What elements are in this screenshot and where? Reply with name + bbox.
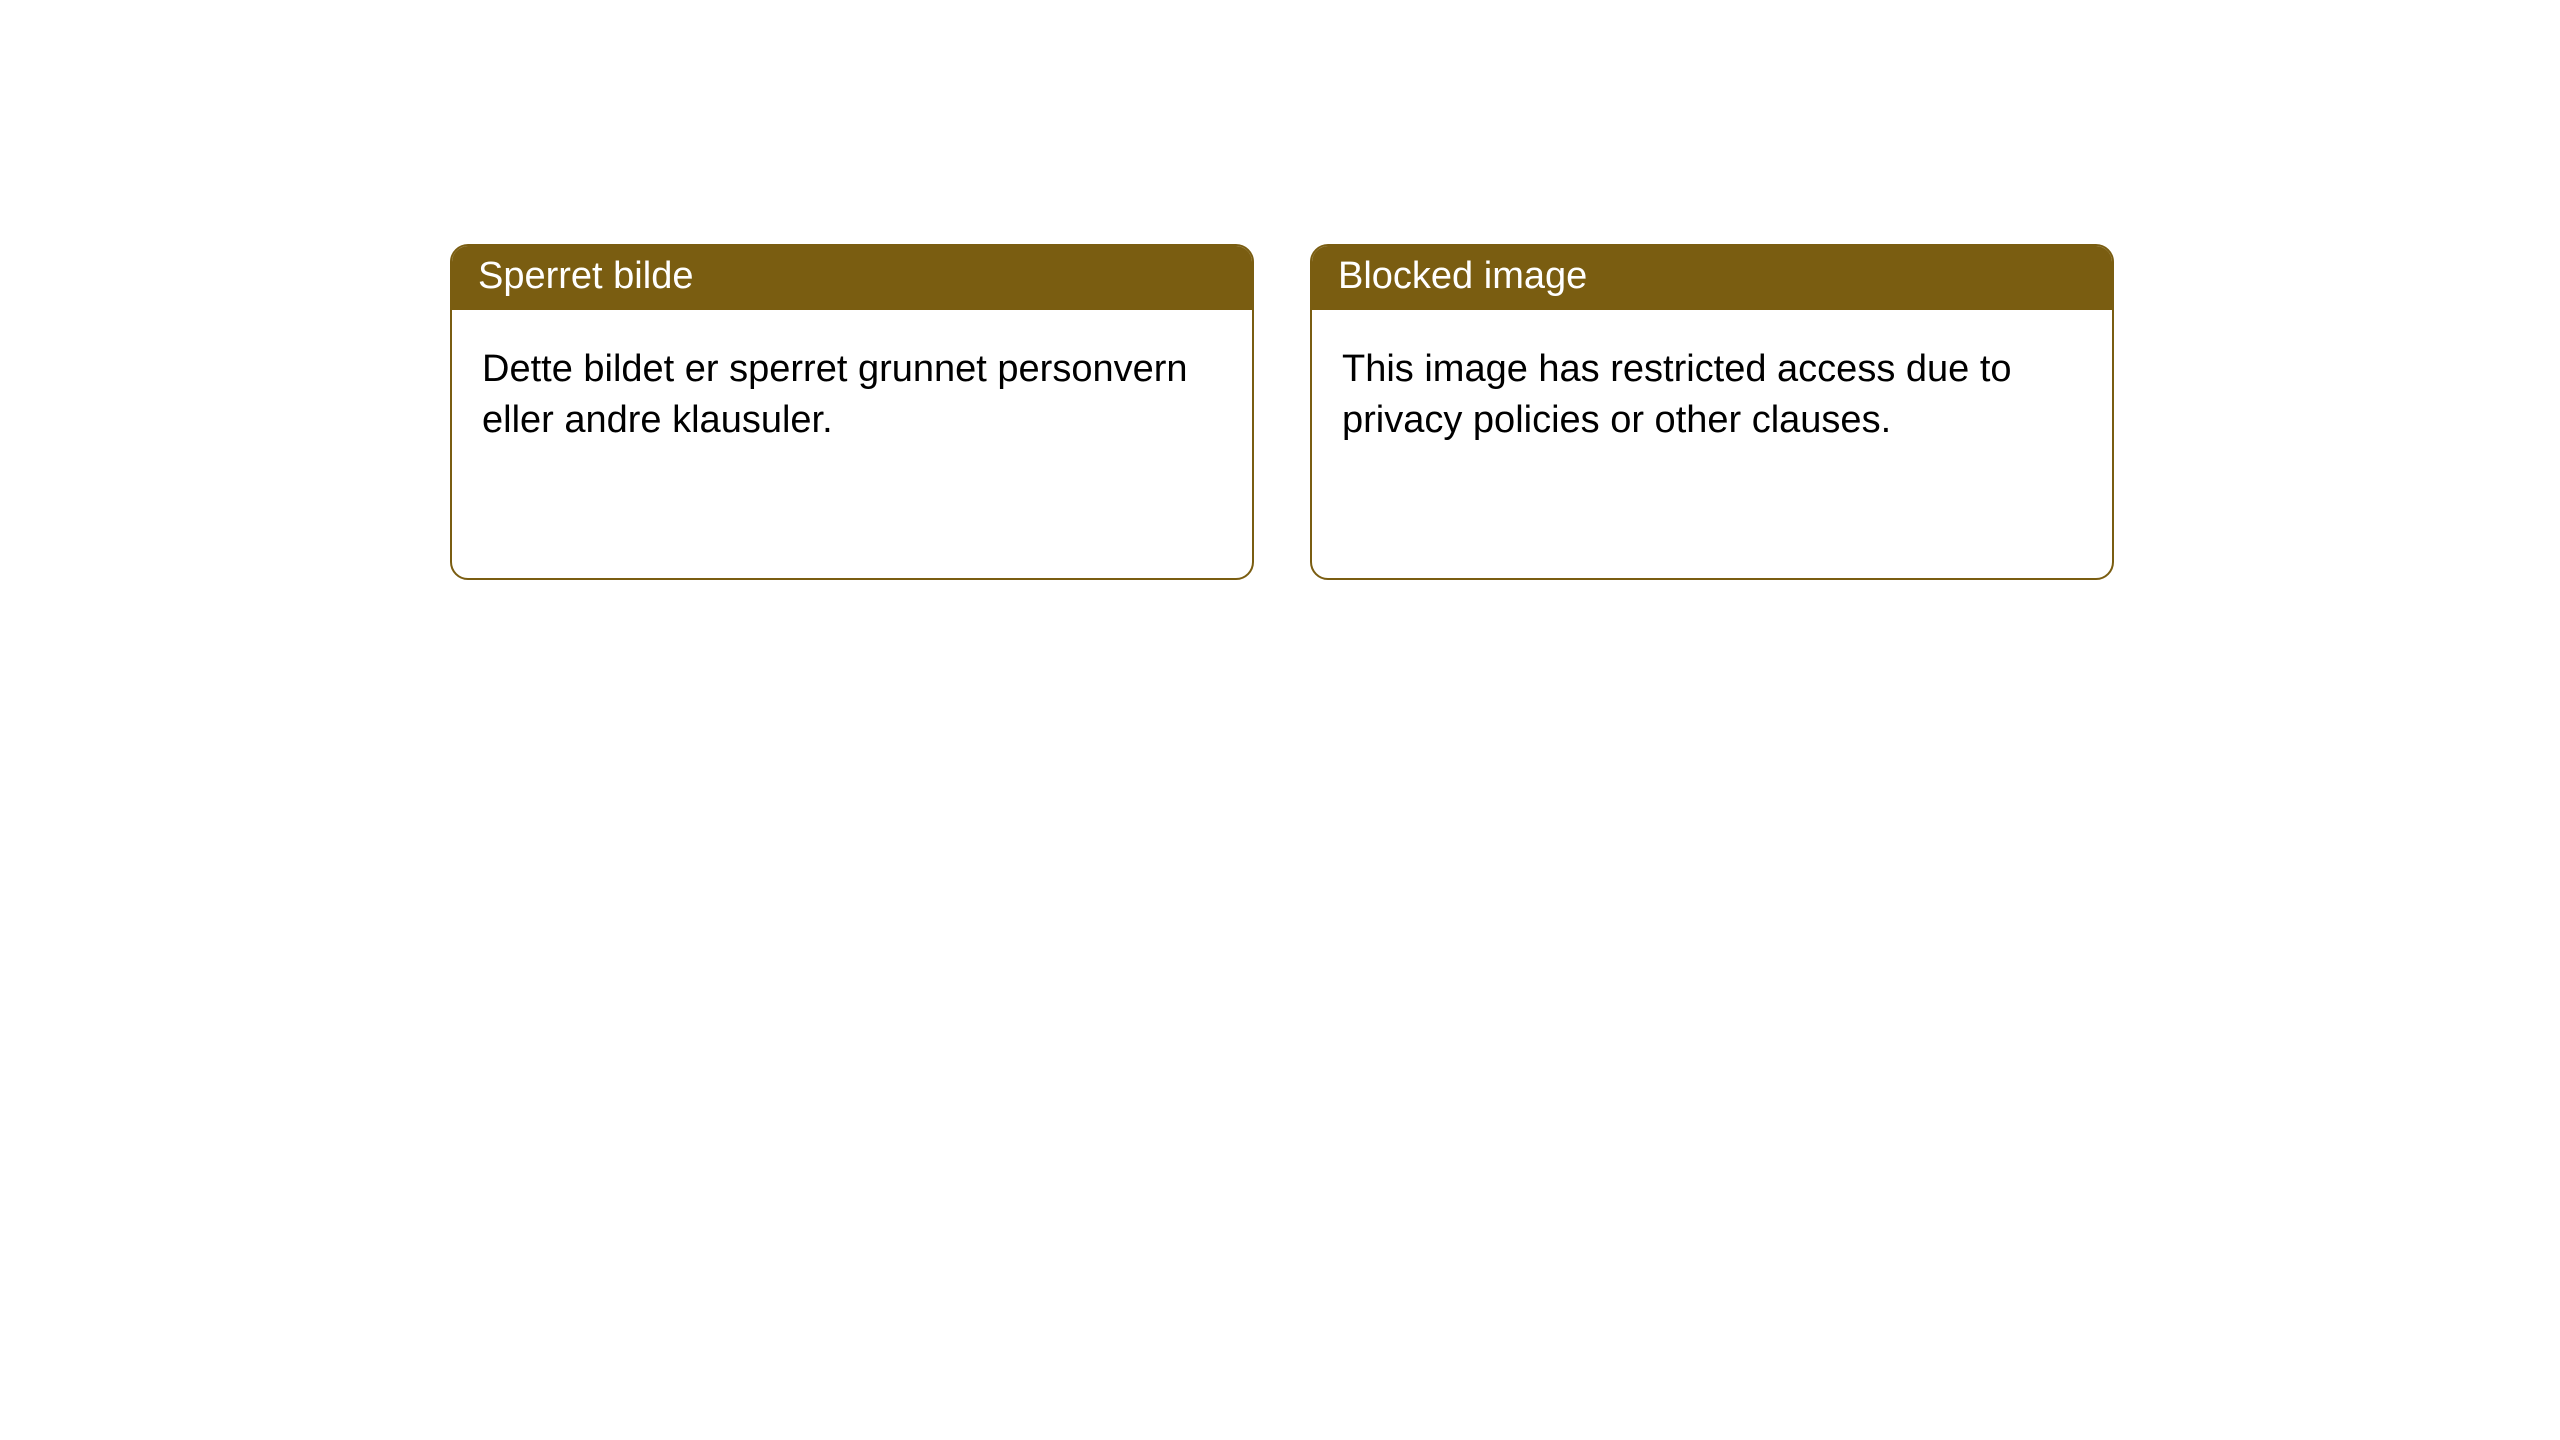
card-header-en: Blocked image bbox=[1312, 246, 2112, 310]
card-body-no: Dette bildet er sperret grunnet personve… bbox=[452, 310, 1252, 477]
blocked-image-card-no: Sperret bilde Dette bildet er sperret gr… bbox=[450, 244, 1254, 580]
card-header-no: Sperret bilde bbox=[452, 246, 1252, 310]
notice-container: Sperret bilde Dette bildet er sperret gr… bbox=[450, 244, 2560, 580]
card-body-en: This image has restricted access due to … bbox=[1312, 310, 2112, 477]
blocked-image-card-en: Blocked image This image has restricted … bbox=[1310, 244, 2114, 580]
